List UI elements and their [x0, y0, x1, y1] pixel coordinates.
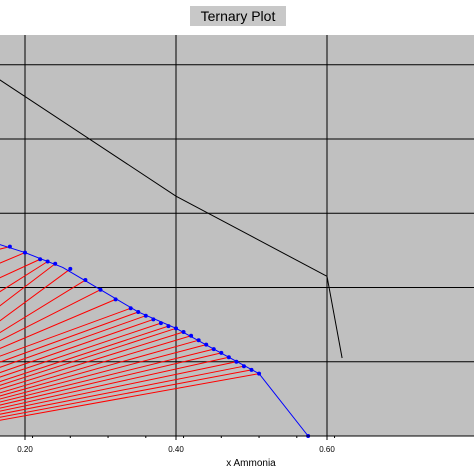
tie-line: [0, 307, 131, 357]
tie-line: [0, 373, 260, 421]
tie-line: [0, 311, 139, 363]
boundary-point: [23, 250, 27, 255]
boundary-point: [249, 367, 254, 372]
reference-line: [0, 79, 343, 359]
x-axis-label: x Ammonia: [226, 458, 276, 469]
tie-line: [0, 322, 162, 378]
boundary-point: [113, 297, 118, 302]
tie-line: [0, 348, 214, 403]
tie-line: [0, 325, 169, 383]
boundary-point: [151, 317, 156, 322]
boundary-point: [53, 261, 58, 266]
boundary-point: [211, 347, 216, 352]
boundary-point: [204, 342, 209, 347]
x-tick-label: 0.60: [319, 445, 335, 454]
tie-line: [0, 298, 116, 349]
tie-line: [0, 289, 101, 342]
tie-line: [0, 352, 222, 406]
boundary-point: [181, 330, 186, 335]
tie-line: [0, 279, 86, 334]
x-tick-label: 0.20: [17, 445, 33, 454]
tie-line: [0, 268, 71, 322]
tie-line: [0, 344, 207, 400]
tie-line: [0, 339, 199, 397]
boundary-point: [158, 321, 163, 326]
boundary-point: [196, 338, 201, 343]
chart-title: Ternary Plot: [190, 6, 286, 26]
boundary-point: [257, 371, 262, 376]
tick-layer: 0.20 0.40 0.60: [17, 436, 335, 454]
boundary-point: [45, 259, 50, 264]
tie-line-layer: [0, 246, 260, 421]
tie-line: [0, 331, 184, 390]
boundary-point: [128, 306, 133, 311]
tie-line: [0, 335, 192, 394]
tie-line: [0, 263, 56, 307]
boundary-point: [189, 333, 194, 338]
boundary-point: [68, 266, 73, 271]
tie-line: [0, 327, 177, 386]
point-layer: [7, 244, 311, 438]
tie-line: [0, 315, 146, 368]
tie-line: [0, 252, 26, 264]
boundary-point: [174, 326, 178, 331]
reference-layer: [0, 79, 343, 359]
boundary-point: [7, 244, 12, 249]
x-tick-label: 0.40: [168, 445, 184, 454]
boundary-point: [38, 257, 43, 262]
tie-line: [0, 361, 237, 412]
boundary-point: [98, 287, 103, 292]
tie-line: [0, 365, 245, 415]
tie-line: [0, 369, 252, 418]
tie-line: [0, 356, 229, 409]
tie-line: [0, 258, 41, 279]
boundary-point: [166, 324, 171, 329]
boundary-point: [136, 309, 141, 314]
boundary-point: [219, 350, 224, 355]
boundary-point: [234, 359, 239, 364]
boundary-point: [226, 355, 231, 360]
boundary-point: [83, 278, 88, 283]
boundary-point: [143, 313, 148, 318]
boundary-point: [241, 364, 246, 369]
tie-line: [0, 261, 48, 293]
tie-line: [0, 318, 154, 374]
